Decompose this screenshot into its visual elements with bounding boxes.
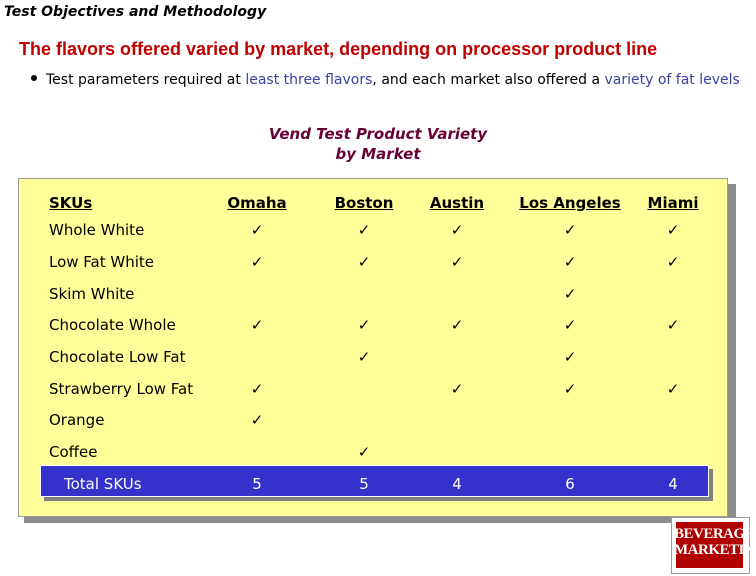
- logo-text-line-1: BEVERAGE: [674, 526, 755, 542]
- total-value: 5: [359, 475, 369, 493]
- checkmark-icon: ✓: [357, 253, 371, 271]
- checkmark-icon: ✓: [563, 348, 577, 366]
- column-header-omaha: Omaha: [227, 194, 287, 212]
- bullet-highlight-2: variety of fat levels: [604, 72, 740, 88]
- checkmark-icon: ✓: [563, 316, 577, 334]
- checkmark-icon: ✓: [250, 380, 264, 398]
- column-header-austin: Austin: [429, 194, 485, 212]
- checkmark-icon: ✓: [357, 443, 371, 461]
- total-value: 4: [668, 475, 678, 493]
- column-header-skus: SKUs: [49, 194, 93, 212]
- table-title: Vend Test Product Variety by Market: [0, 124, 756, 164]
- row-label: Whole White: [49, 221, 145, 239]
- checkmark-icon: ✓: [666, 380, 680, 398]
- row-label: Chocolate Low Fat: [49, 348, 186, 366]
- total-value: 4: [452, 475, 462, 493]
- column-header-miami: Miami: [647, 194, 699, 212]
- checkmark-icon: ✓: [357, 316, 371, 334]
- checkmark-icon: ✓: [450, 380, 464, 398]
- total-label: Total SKUs: [64, 475, 142, 493]
- section-title: Test Objectives and Methodology: [4, 4, 267, 20]
- bullet-text-1: Test parameters required at: [46, 72, 246, 88]
- checkmark-icon: ✓: [666, 221, 680, 239]
- table-title-line-1: Vend Test Product Variety: [268, 125, 488, 143]
- logo-background: [676, 522, 743, 568]
- total-value: 5: [252, 475, 262, 493]
- row-label: Skim White: [49, 285, 135, 303]
- checkmark-icon: ✓: [250, 411, 264, 429]
- checkmark-icon: ✓: [563, 253, 577, 271]
- beverage-marketing-logo: BEVERAGE MARKETING: [671, 517, 756, 574]
- checkmark-icon: ✓: [450, 253, 464, 271]
- checkmark-icon: ✓: [357, 221, 371, 239]
- row-label: Orange: [49, 411, 105, 429]
- table-title-line-2: by Market: [335, 145, 421, 163]
- bullet-dot-icon: [31, 75, 37, 81]
- row-label: Strawberry Low Fat: [49, 380, 194, 398]
- row-label: Chocolate Whole: [49, 316, 176, 334]
- column-header-boston: Boston: [334, 194, 394, 212]
- total-bar: [40, 465, 709, 497]
- checkmark-icon: ✓: [357, 348, 371, 366]
- bullet-text-2: , and each market also offered a: [372, 72, 605, 88]
- checkmark-icon: ✓: [563, 380, 577, 398]
- checkmark-icon: ✓: [666, 253, 680, 271]
- total-value: 6: [565, 475, 575, 493]
- checkmark-icon: ✓: [250, 253, 264, 271]
- column-header-los-angeles: Los Angeles: [519, 194, 621, 212]
- table-panel: [18, 178, 728, 517]
- checkmark-icon: ✓: [250, 316, 264, 334]
- checkmark-icon: ✓: [450, 316, 464, 334]
- bullet-highlight-1: least three flavors: [245, 72, 373, 88]
- row-label: Low Fat White: [49, 253, 155, 271]
- checkmark-icon: ✓: [666, 316, 680, 334]
- checkmark-icon: ✓: [563, 285, 577, 303]
- row-label: Coffee: [49, 443, 98, 461]
- headline: The flavors offered varied by market, de…: [19, 39, 658, 59]
- logo-text-line-2: MARKETING: [674, 542, 756, 558]
- checkmark-icon: ✓: [250, 221, 264, 239]
- checkmark-icon: ✓: [450, 221, 464, 239]
- checkmark-icon: ✓: [563, 221, 577, 239]
- bullet-point: Test parameters required at least three …: [31, 72, 740, 88]
